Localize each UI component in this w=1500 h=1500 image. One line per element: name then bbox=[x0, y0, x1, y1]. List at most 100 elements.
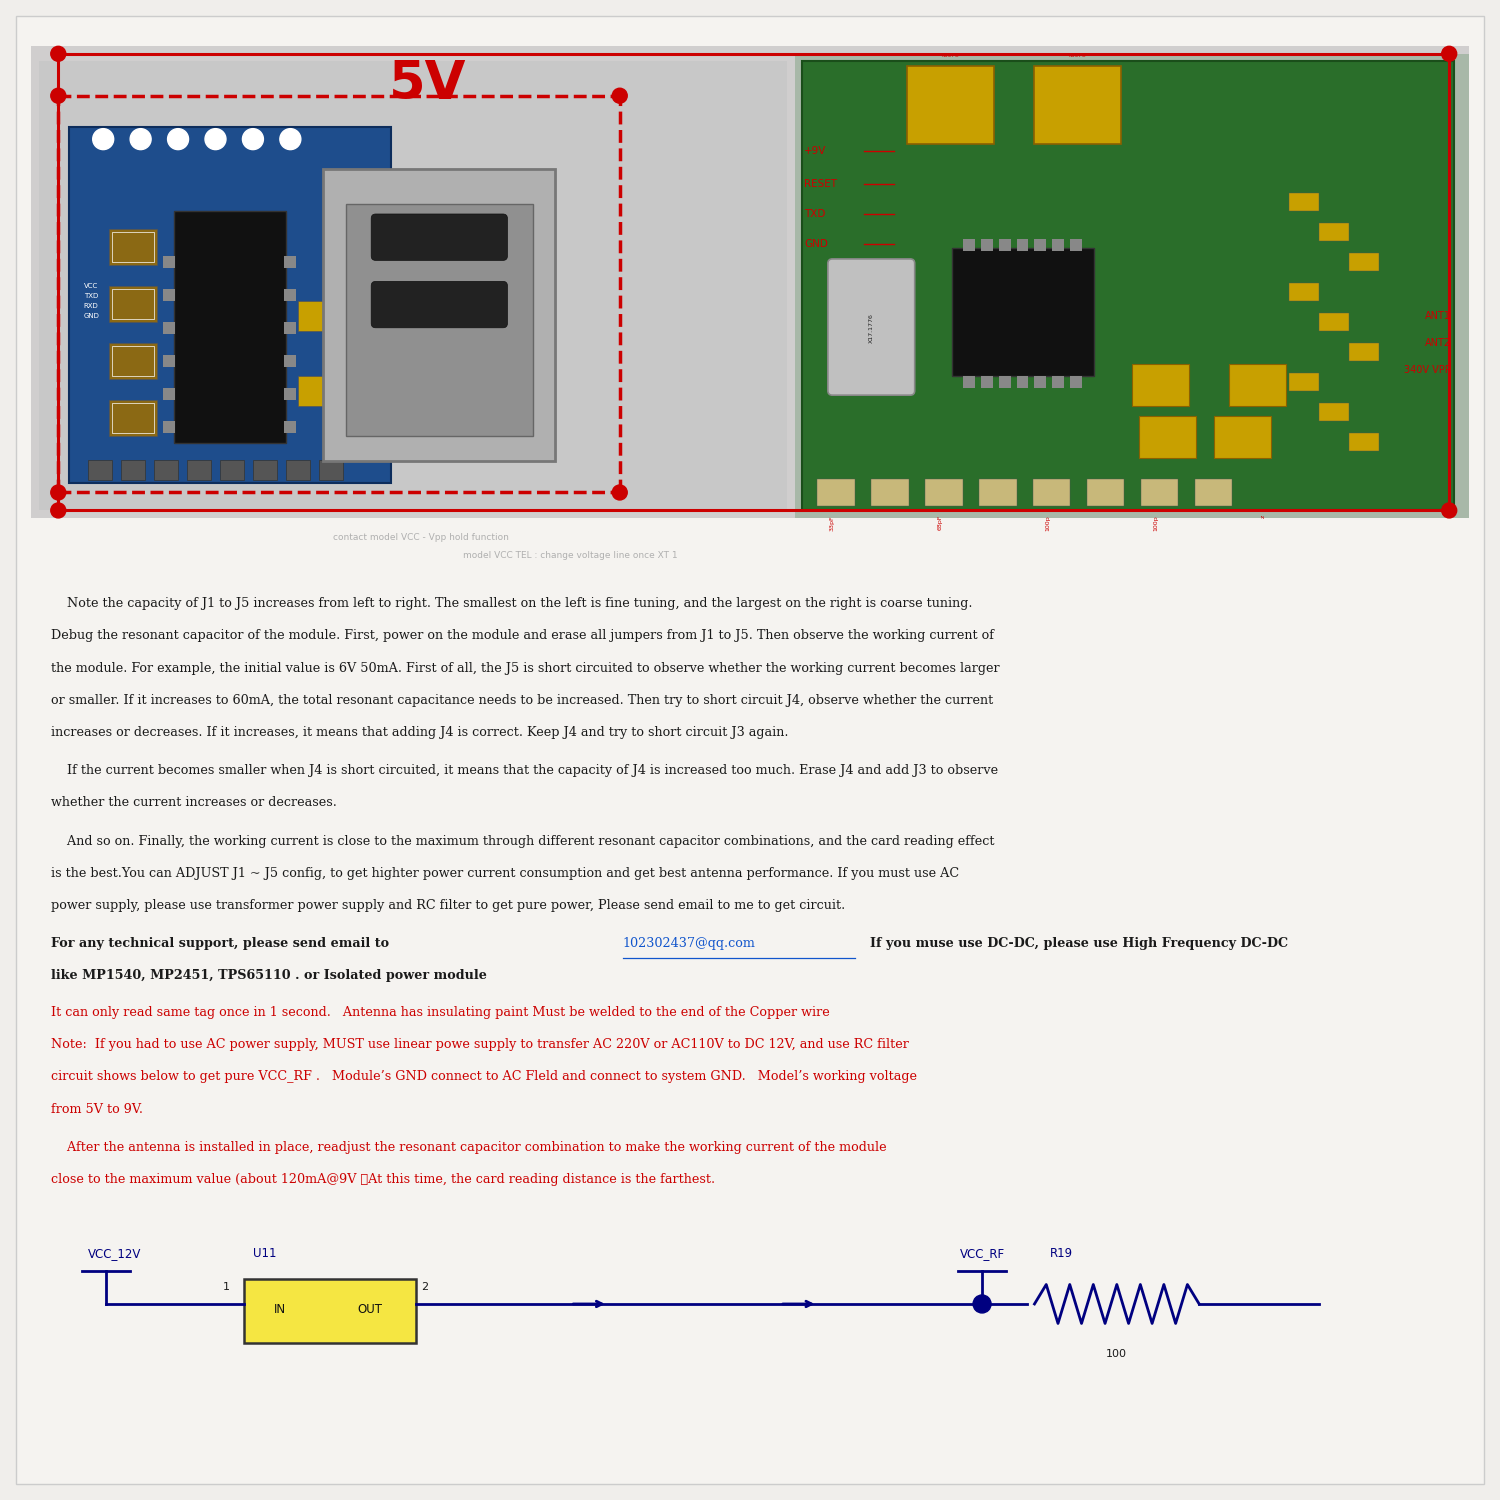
Text: It can only read same tag once in 1 second.   Antenna has insulating paint Must : It can only read same tag once in 1 seco… bbox=[51, 1007, 830, 1019]
Text: Debug the resonant capacitor of the module. First, power on the module and erase: Debug the resonant capacitor of the modu… bbox=[51, 630, 994, 642]
FancyBboxPatch shape bbox=[324, 170, 555, 460]
FancyBboxPatch shape bbox=[1053, 375, 1065, 387]
FancyBboxPatch shape bbox=[981, 240, 993, 252]
Circle shape bbox=[243, 129, 264, 150]
Text: x337C: x337C bbox=[942, 54, 960, 58]
Text: 100p: 100p bbox=[1154, 514, 1158, 531]
FancyBboxPatch shape bbox=[926, 478, 963, 506]
Text: VCC
TXD
RXD
GND: VCC TXD RXD GND bbox=[84, 284, 99, 320]
FancyBboxPatch shape bbox=[1318, 314, 1348, 332]
FancyBboxPatch shape bbox=[122, 459, 146, 480]
FancyBboxPatch shape bbox=[1318, 402, 1348, 420]
FancyBboxPatch shape bbox=[254, 459, 278, 480]
FancyBboxPatch shape bbox=[1035, 66, 1122, 144]
FancyBboxPatch shape bbox=[828, 260, 915, 394]
Circle shape bbox=[93, 129, 114, 150]
Text: VCC_12V: VCC_12V bbox=[88, 1246, 141, 1260]
FancyBboxPatch shape bbox=[999, 240, 1011, 252]
Circle shape bbox=[1442, 503, 1456, 518]
FancyBboxPatch shape bbox=[1017, 375, 1029, 387]
Text: TXD: TXD bbox=[804, 209, 825, 219]
Circle shape bbox=[206, 129, 226, 150]
Text: ANT2: ANT2 bbox=[1425, 338, 1450, 348]
FancyBboxPatch shape bbox=[174, 211, 286, 442]
Text: model VCC TEL : change voltage line once XT 1: model VCC TEL : change voltage line once… bbox=[464, 550, 678, 560]
FancyBboxPatch shape bbox=[1288, 194, 1318, 211]
Circle shape bbox=[130, 129, 152, 150]
FancyBboxPatch shape bbox=[285, 290, 297, 302]
Text: close to the maximum value (about 120mA@9V ）At this time, the card reading dista: close to the maximum value (about 120mA@… bbox=[51, 1173, 715, 1186]
FancyBboxPatch shape bbox=[285, 322, 297, 334]
Text: Note:  If you had to use AC power supply, MUST use linear powe supply to transfe: Note: If you had to use AC power supply,… bbox=[51, 1038, 909, 1052]
FancyBboxPatch shape bbox=[154, 459, 178, 480]
Text: x337C: x337C bbox=[1070, 54, 1086, 58]
Circle shape bbox=[51, 484, 66, 500]
FancyBboxPatch shape bbox=[164, 387, 176, 399]
FancyBboxPatch shape bbox=[1142, 478, 1178, 506]
FancyBboxPatch shape bbox=[1071, 375, 1083, 387]
Text: is the best.You can ADJUST J1 ~ J5 config, to get highter power current consumpt: is the best.You can ADJUST J1 ~ J5 confi… bbox=[51, 867, 958, 880]
FancyBboxPatch shape bbox=[285, 387, 297, 399]
Text: VCC_RF: VCC_RF bbox=[960, 1246, 1005, 1260]
Text: 100: 100 bbox=[1107, 1348, 1128, 1359]
Text: from 5V to 9V.: from 5V to 9V. bbox=[51, 1102, 142, 1116]
FancyBboxPatch shape bbox=[88, 459, 112, 480]
Text: 33pF: 33pF bbox=[830, 514, 836, 531]
Text: RESET: RESET bbox=[804, 178, 837, 189]
FancyBboxPatch shape bbox=[39, 62, 788, 510]
FancyBboxPatch shape bbox=[1194, 478, 1231, 506]
Text: After the antenna is installed in place, readjust the resonant capacitor combina: After the antenna is installed in place,… bbox=[51, 1142, 886, 1154]
Text: For any technical support, please send email to: For any technical support, please send e… bbox=[51, 938, 388, 950]
Text: ANT1: ANT1 bbox=[1425, 310, 1450, 321]
Circle shape bbox=[51, 503, 66, 518]
FancyBboxPatch shape bbox=[164, 322, 176, 334]
FancyBboxPatch shape bbox=[244, 1278, 416, 1342]
Text: 1: 1 bbox=[222, 1282, 230, 1292]
Text: And so on. Finally, the working current is close to the maximum through differen: And so on. Finally, the working current … bbox=[51, 834, 994, 848]
FancyBboxPatch shape bbox=[110, 286, 158, 322]
Circle shape bbox=[612, 88, 627, 104]
Text: OUT: OUT bbox=[357, 1304, 382, 1317]
FancyBboxPatch shape bbox=[298, 375, 336, 405]
FancyBboxPatch shape bbox=[1017, 240, 1029, 252]
FancyBboxPatch shape bbox=[346, 204, 532, 435]
FancyBboxPatch shape bbox=[370, 214, 507, 261]
Circle shape bbox=[51, 88, 66, 104]
FancyBboxPatch shape bbox=[1348, 344, 1378, 360]
Text: contact model VCC - Vpp hold function: contact model VCC - Vpp hold function bbox=[333, 532, 508, 542]
FancyBboxPatch shape bbox=[1228, 363, 1286, 405]
Text: If you muse use DC-DC, please use High Frequency DC-DC: If you muse use DC-DC, please use High F… bbox=[870, 938, 1288, 950]
FancyBboxPatch shape bbox=[795, 54, 1468, 518]
FancyBboxPatch shape bbox=[1348, 432, 1378, 450]
FancyBboxPatch shape bbox=[980, 478, 1017, 506]
Text: the module. For example, the initial value is 6V 50mA. First of all, the J5 is s: the module. For example, the initial val… bbox=[51, 662, 999, 675]
Text: power supply, please use transformer power supply and RC filter to get pure powe: power supply, please use transformer pow… bbox=[51, 898, 844, 912]
FancyBboxPatch shape bbox=[285, 420, 297, 432]
Circle shape bbox=[612, 484, 627, 500]
Circle shape bbox=[168, 129, 189, 150]
FancyBboxPatch shape bbox=[110, 344, 158, 378]
FancyBboxPatch shape bbox=[963, 240, 975, 252]
FancyBboxPatch shape bbox=[1318, 224, 1348, 242]
FancyBboxPatch shape bbox=[1071, 240, 1083, 252]
FancyBboxPatch shape bbox=[188, 459, 211, 480]
Text: IN: IN bbox=[274, 1304, 286, 1317]
FancyBboxPatch shape bbox=[818, 478, 855, 506]
Text: 68pF: 68pF bbox=[938, 514, 942, 531]
FancyBboxPatch shape bbox=[908, 66, 995, 144]
Text: like MP1540, MP2451, TPS65110 . or Isolated power module: like MP1540, MP2451, TPS65110 . or Isola… bbox=[51, 969, 486, 982]
FancyBboxPatch shape bbox=[963, 375, 975, 387]
FancyBboxPatch shape bbox=[298, 302, 336, 332]
FancyBboxPatch shape bbox=[285, 256, 297, 268]
FancyBboxPatch shape bbox=[286, 459, 310, 480]
FancyBboxPatch shape bbox=[285, 354, 297, 366]
FancyBboxPatch shape bbox=[32, 46, 1468, 518]
FancyBboxPatch shape bbox=[220, 459, 245, 480]
FancyBboxPatch shape bbox=[981, 375, 993, 387]
Text: 340V VPP: 340V VPP bbox=[1404, 364, 1450, 375]
FancyBboxPatch shape bbox=[110, 399, 158, 435]
Text: U11: U11 bbox=[254, 1246, 276, 1260]
FancyBboxPatch shape bbox=[164, 290, 176, 302]
FancyBboxPatch shape bbox=[1288, 372, 1318, 390]
FancyBboxPatch shape bbox=[164, 354, 176, 366]
